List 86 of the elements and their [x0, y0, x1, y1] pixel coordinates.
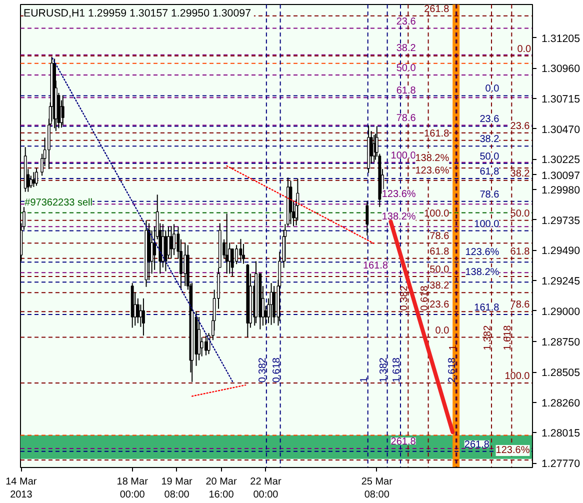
annotation: 23.6 [396, 16, 416, 28]
annotation: 1.382 [378, 357, 390, 383]
annotation: 23.6 [510, 120, 530, 132]
annotation: 2.618 [447, 357, 458, 383]
candlestick [184, 242, 187, 287]
annotation: 38.2 [480, 134, 500, 146]
annotation: 161.8 [424, 128, 450, 140]
candlestick [167, 226, 170, 260]
annotation: 123.6% [496, 444, 530, 456]
candlestick [242, 243, 245, 264]
y-tick-label: 1.27770 [542, 458, 580, 470]
annotation: 61.8 [510, 246, 530, 258]
annotation: 100.0 [504, 370, 530, 382]
annotation: 1.618 [502, 324, 514, 350]
candlestick [29, 175, 32, 188]
annotation: 50.0 [396, 62, 416, 74]
x-tick-label: 25 Mar 08:00 [361, 476, 394, 501]
y-tick-label: 1.31205 [542, 32, 580, 45]
x-tick-label: 22 Mar 00:00 [250, 476, 282, 501]
annotation: 38.2 [510, 168, 530, 180]
annotation: 38.2 [430, 280, 450, 292]
annotation: 50.0 [430, 264, 450, 276]
annotation: 0.382 [257, 357, 268, 383]
annotation: 161.8 [474, 302, 500, 314]
annotation: 1 [448, 344, 459, 350]
annotation: 100.0 [474, 218, 500, 230]
y-tick-label: 1.29245 [542, 275, 580, 288]
candlestick [150, 230, 154, 274]
y-tick-label: 1.30715 [542, 93, 580, 106]
candlestick [235, 244, 238, 265]
y-tick-label: 1.29000 [542, 306, 580, 318]
annotation: 100.0 [390, 150, 416, 162]
candlestick [136, 298, 140, 324]
annotation: 23.6 [430, 300, 450, 311]
x-tick-label: 14 Mar 2013 [6, 476, 38, 501]
annotation: 123.6% [382, 189, 416, 200]
annotation: 50.0 [480, 151, 500, 162]
annotation: 0.0 [485, 84, 500, 95]
annotation: 0.618 [419, 285, 430, 311]
annotation: 138.2% [415, 153, 450, 164]
y-tick-label: 1.28015 [542, 428, 580, 440]
y-tick-label: 1.28750 [542, 336, 580, 349]
annotation: 0.618 [271, 357, 282, 383]
annotation: 38.2 [396, 42, 416, 54]
annotation: 138.2% [382, 212, 416, 223]
annotation: 50.0 [510, 208, 530, 220]
y-tick-label: 1.30960 [542, 63, 580, 76]
annotation: 23.6 [480, 114, 500, 126]
annotation: 100.0 [424, 208, 450, 220]
y-tick-label: 1.29490 [542, 245, 580, 258]
annotation: 61.8 [480, 166, 500, 178]
annotation: 78.6 [480, 189, 500, 200]
candlestick [366, 200, 369, 236]
annotation: 161.8 [362, 260, 388, 272]
x-tick-label: 20 Mar 16:00 [206, 476, 238, 501]
y-tick-label: 1.29735 [542, 214, 580, 227]
candlestick [204, 335, 208, 356]
annotation: 0.0 [435, 325, 450, 336]
y-tick-label: 1.28260 [542, 397, 580, 410]
annotation: 123.6% [415, 165, 450, 176]
annotation: 78.6 [510, 300, 530, 311]
annotation: 61.8 [430, 246, 450, 258]
annotation: #97362233 sell [24, 198, 93, 209]
annotation: 1.382 [482, 324, 494, 350]
x-tick-label: 18 Mar 00:00 [116, 476, 149, 501]
x-tick-label: 19 Mar 08:00 [161, 476, 194, 501]
y-tick-label: 1.30225 [542, 154, 580, 166]
candlestick [142, 298, 145, 336]
y-tick-label: 1.30097 [542, 170, 580, 182]
annotation: 1 [358, 376, 370, 383]
annotation: 138.2% [465, 267, 500, 278]
chart-title: EURUSD,H1 1.29959 1.30157 1.29950 1.30097 [24, 8, 252, 20]
annotation: 1.618 [392, 357, 403, 383]
annotation: 123.6% [465, 247, 500, 258]
candlestick [172, 224, 176, 256]
annotation: 261.8 [424, 4, 450, 15]
candlestick [32, 172, 36, 188]
candlestick [35, 168, 38, 186]
annotation: 78.6 [396, 113, 416, 124]
y-tick-label: 1.30470 [542, 124, 580, 136]
y-tick-label: 1.28505 [542, 367, 580, 380]
y-tick-label: 1.29980 [542, 184, 580, 196]
annotation: 0.382 [399, 285, 410, 311]
annotation: 0.0 [517, 44, 532, 55]
annotation: 78.6 [430, 231, 450, 242]
annotation: 61.8 [396, 86, 416, 97]
